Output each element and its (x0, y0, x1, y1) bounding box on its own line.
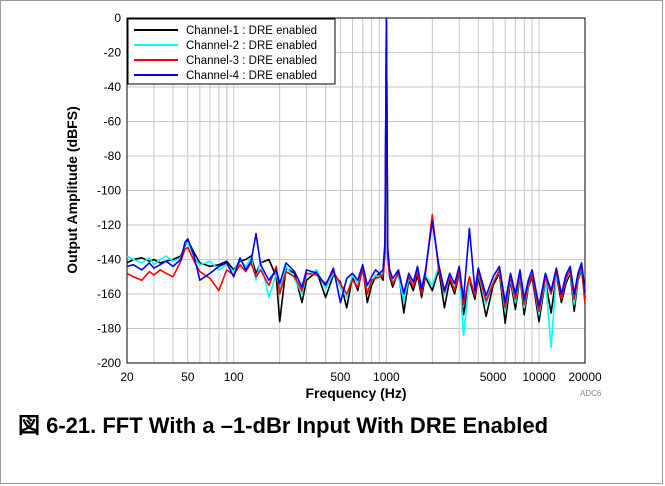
x-tick-label: 20000 (568, 370, 602, 384)
y-tick-label: 0 (114, 11, 121, 25)
y-tick-label: -80 (104, 149, 122, 163)
fft-chart: 20 50 100 500 1000 5000 10000 20000 0 -20 -40 -60 -… (64, 11, 602, 401)
series-line-channel-4 (126, 17, 586, 307)
x-tick-label: 50 (181, 370, 195, 384)
legend-label: Channel-2 : DRE enabled (186, 40, 317, 52)
x-tick-label: 500 (330, 370, 350, 384)
legend-label: Channel-4 : DRE enabled (186, 70, 317, 82)
y-tick-label: -160 (97, 287, 121, 301)
figure-caption: 図 6-21. FFT With a –1-dBr Input With DRE… (18, 413, 549, 438)
legend-label: Channel-3 : DRE enabled (186, 55, 317, 67)
y-tick-label: -100 (97, 184, 121, 198)
x-tick-label: 1000 (373, 370, 400, 384)
y-tick-label: -140 (97, 253, 121, 267)
figure-code: ADC6 (580, 389, 602, 398)
y-tick-label: -20 (104, 46, 122, 60)
legend: Channel-1 : DRE enabled Channel-2 : DRE e… (127, 18, 336, 85)
y-tick-label: -180 (97, 322, 121, 336)
x-axis-ticks: 20 50 100 500 1000 5000 10000 20000 (120, 370, 602, 384)
x-axis-label: Frequency (Hz) (305, 385, 406, 401)
plot-area (126, 17, 586, 364)
x-tick-label: 20 (120, 370, 134, 384)
y-tick-label: -200 (97, 356, 121, 370)
series-layer (126, 17, 586, 349)
y-tick-label: -40 (104, 80, 122, 94)
x-tick-label: 5000 (480, 370, 507, 384)
y-axis-ticks: 0 -20 -40 -60 -80 -100 -120 -140 -160 -180 -200 (97, 11, 121, 370)
y-tick-label: -120 (97, 218, 121, 232)
chart-grid (127, 18, 585, 363)
x-tick-label: 100 (224, 370, 244, 384)
y-tick-label: -60 (104, 115, 122, 129)
x-tick-label: 10000 (522, 370, 556, 384)
legend-label: Channel-1 : DRE enabled (186, 25, 317, 37)
y-axis-label: Output Amplitude (dBFS) (64, 106, 80, 273)
